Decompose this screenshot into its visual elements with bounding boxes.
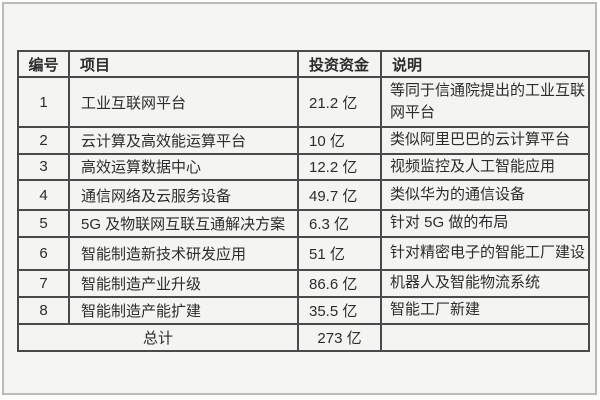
table-footer: 总计 273 亿 (17, 322, 590, 352)
table-row: 5 5G 及物联网互联互通解决方案 6.3 亿 针对 5G 做的布局 (17, 209, 590, 238)
row-description-cell: 针对精密电子的智能工厂建设 (380, 236, 590, 271)
header-cell-project: 项目 (68, 50, 299, 78)
row-description-cell: 等同于信通院提出的工业互联网平台 (380, 76, 590, 128)
table-body: 1 工业互联网平台 21.2 亿 等同于信通院提出的工业互联网平台 2 云计算及… (17, 76, 590, 325)
row-project-cell: 智能制造新技术研发应用 (68, 236, 299, 271)
total-row: 总计 273 亿 (17, 322, 590, 352)
table-row: 6 智能制造新技术研发应用 51 亿 针对精密电子的智能工厂建设 (17, 236, 590, 271)
total-label-cell: 总计 (17, 322, 299, 352)
table-row: 1 工业互联网平台 21.2 亿 等同于信通院提出的工业互联网平台 (17, 76, 590, 128)
row-investment-cell: 21.2 亿 (297, 76, 382, 128)
row-project-cell: 高效运算数据中心 (68, 152, 299, 181)
row-investment-cell: 51 亿 (297, 236, 382, 271)
table-header: 编号 项目 投资资金 说明 (17, 50, 590, 78)
header-cell-no: 编号 (17, 50, 70, 78)
table-row: 2 云计算及高效能运算平台 10 亿 类似阿里巴巴的云计算平台 (17, 126, 590, 155)
row-investment-cell: 86.6 亿 (297, 269, 382, 298)
row-project-cell: 5G 及物联网互联互通解决方案 (68, 209, 299, 238)
row-investment-cell: 12.2 亿 (297, 152, 382, 181)
row-description-cell: 类似华为的通信设备 (380, 179, 590, 211)
row-description-cell: 类似阿里巴巴的云计算平台 (380, 126, 590, 155)
row-investment-cell: 35.5 亿 (297, 296, 382, 325)
row-project-cell: 工业互联网平台 (68, 76, 299, 128)
header-cell-description: 说明 (380, 50, 590, 78)
row-description-cell: 针对 5G 做的布局 (380, 209, 590, 238)
row-description-cell: 机器人及智能物流系统 (380, 269, 590, 298)
row-no-cell: 8 (17, 296, 70, 325)
row-project-cell: 智能制造产能扩建 (68, 296, 299, 325)
table-row: 7 智能制造产业升级 86.6 亿 机器人及智能物流系统 (17, 269, 590, 298)
row-project-cell: 智能制造产业升级 (68, 269, 299, 298)
row-description-cell: 智能工厂新建 (380, 296, 590, 325)
header-cell-investment: 投资资金 (297, 50, 382, 78)
row-no-cell: 1 (17, 76, 70, 128)
row-investment-cell: 10 亿 (297, 126, 382, 155)
table-row: 3 高效运算数据中心 12.2 亿 视频监控及人工智能应用 (17, 152, 590, 181)
row-investment-cell: 6.3 亿 (297, 209, 382, 238)
row-no-cell: 3 (17, 152, 70, 181)
total-description-cell (380, 322, 590, 352)
row-no-cell: 2 (17, 126, 70, 155)
table-header-row: 编号 项目 投资资金 说明 (17, 50, 590, 78)
row-no-cell: 7 (17, 269, 70, 298)
row-no-cell: 6 (17, 236, 70, 271)
row-project-cell: 通信网络及云服务设备 (68, 179, 299, 211)
row-no-cell: 5 (17, 209, 70, 238)
row-project-cell: 云计算及高效能运算平台 (68, 126, 299, 155)
table-row: 8 智能制造产能扩建 35.5 亿 智能工厂新建 (17, 296, 590, 325)
row-description-cell: 视频监控及人工智能应用 (380, 152, 590, 181)
row-investment-cell: 49.7 亿 (297, 179, 382, 211)
investment-table: 编号 项目 投资资金 说明 1 工业互联网平台 21.2 亿 等同于信通院提出的… (17, 50, 590, 352)
total-investment-cell: 273 亿 (297, 322, 382, 352)
table-row: 4 通信网络及云服务设备 49.7 亿 类似华为的通信设备 (17, 179, 590, 211)
row-no-cell: 4 (17, 179, 70, 211)
